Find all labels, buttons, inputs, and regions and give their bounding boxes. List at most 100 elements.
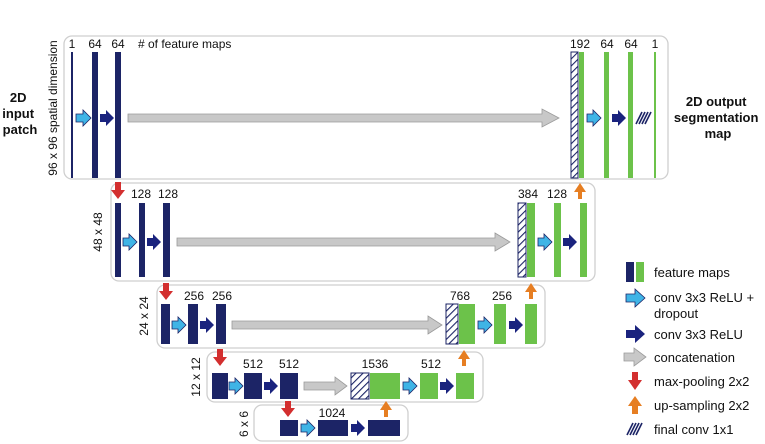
count-label: 384 [518,187,538,201]
concat-feature-map-hatched [517,202,527,278]
legend-feature-maps-label: feature maps [654,265,730,280]
count-label: 1024 [319,406,346,420]
conv-arrow [100,110,114,126]
legend-up-sampling-icon [628,396,642,414]
count-label: 64 [111,37,125,51]
legend-conv-icon [626,325,645,343]
count-label: 1536 [362,357,389,371]
feature-maps-note: # of feature maps [138,37,231,51]
conv-dropout-arrow [122,233,138,251]
feature-map [92,52,98,178]
conv-dropout-arrow [171,316,187,334]
conv-dropout-arrow [300,419,316,437]
feature-map [494,304,506,344]
concat-feature-map-hatched [570,51,579,179]
feature-map [604,52,609,178]
feature-map [580,203,587,277]
count-label: 64 [624,37,638,51]
conv-arrow [351,420,365,436]
feature-map [554,203,561,277]
up-sampling-arrow [380,401,392,417]
feature-map [212,373,228,399]
feature-map [525,304,537,344]
conv-arrow [200,317,214,333]
level-2-panel [110,182,596,282]
conv-arrow [440,378,454,394]
conv-arrow [147,234,161,250]
conv-dropout-arrow [75,109,92,127]
legend-up-sampling-label: up-sampling 2x2 [654,398,749,413]
dimension-label-24: 24 x 24 [137,296,151,336]
feature-map [139,203,145,277]
count-label: 512 [243,357,263,371]
legend: feature maps conv 3x3 ReLU + dropout con… [623,262,758,437]
conv-dropout-arrow [228,377,244,395]
dimension-label-48: 48 x 48 [91,212,105,252]
conv-arrow [563,234,577,250]
count-label: 512 [279,357,299,371]
feature-map [370,373,400,399]
conv-arrow [509,317,523,333]
count-label: 64 [600,37,614,51]
feature-map [280,373,298,399]
conv-dropout-arrow [402,377,418,395]
legend-max-pooling-icon [628,372,642,390]
count-label: 256 [184,289,204,303]
concat-feature-map-hatched [350,372,370,400]
count-label: 192 [570,37,590,51]
feature-map [163,203,170,277]
dimension-label-6: 6 x 6 [237,411,251,437]
count-label: 1 [69,37,76,51]
dimension-label-12: 12 x 12 [189,357,203,397]
legend-feature-maps-swatch-navy [626,262,634,282]
concat-feature-map-hatched [445,303,459,345]
feature-map [71,52,73,178]
count-label: 768 [450,289,470,303]
feature-map [654,52,656,178]
max-pooling-arrow [213,349,227,366]
legend-conv-label: conv 3x3 ReLU [654,327,743,342]
concatenation-arrow [231,315,443,335]
count-label: 256 [492,289,512,303]
count-label: 64 [88,37,102,51]
legend-concatenation-label: concatenation [654,350,735,365]
feature-map [115,52,121,178]
feature-map [459,304,475,344]
feature-map [161,304,170,344]
feature-map [280,420,298,436]
max-pooling-arrow [159,283,173,300]
conv-dropout-arrow [477,316,493,334]
dimension-label-96: 96 x 96 spatial dimension [46,40,60,175]
final-conv-icon [635,111,652,125]
concatenation-arrow [303,376,348,396]
level-1-panel [63,35,669,180]
legend-max-pooling-label: max-pooling 2x2 [654,374,749,389]
up-sampling-arrow [574,183,586,199]
up-sampling-arrow [458,350,470,366]
max-pooling-arrow [281,401,295,417]
legend-final-conv-icon [626,422,643,436]
concatenation-arrow [176,232,511,252]
up-sampling-arrow [525,283,537,299]
feature-map [244,373,262,399]
input-patch-label: 2D input patch [2,90,37,137]
conv-dropout-arrow [537,233,553,251]
legend-feature-maps-swatch-green [636,262,644,282]
count-label: 512 [421,357,441,371]
legend-concatenation-icon [623,347,647,367]
legend-conv-dropout-label: conv 3x3 ReLU + dropout [654,290,758,321]
legend-conv-dropout-icon [625,288,646,308]
count-label: 128 [131,187,151,201]
feature-map [579,52,584,178]
count-label: 128 [158,187,178,201]
feature-map [188,304,198,344]
conv-dropout-arrow [586,109,602,127]
count-label: 1 [652,37,659,51]
feature-map [628,52,633,178]
feature-map [318,420,348,436]
feature-map [216,304,226,344]
concatenation-arrow [127,108,560,128]
output-map-label: 2D output segmentation map [674,94,762,141]
conv-arrow [612,110,626,126]
